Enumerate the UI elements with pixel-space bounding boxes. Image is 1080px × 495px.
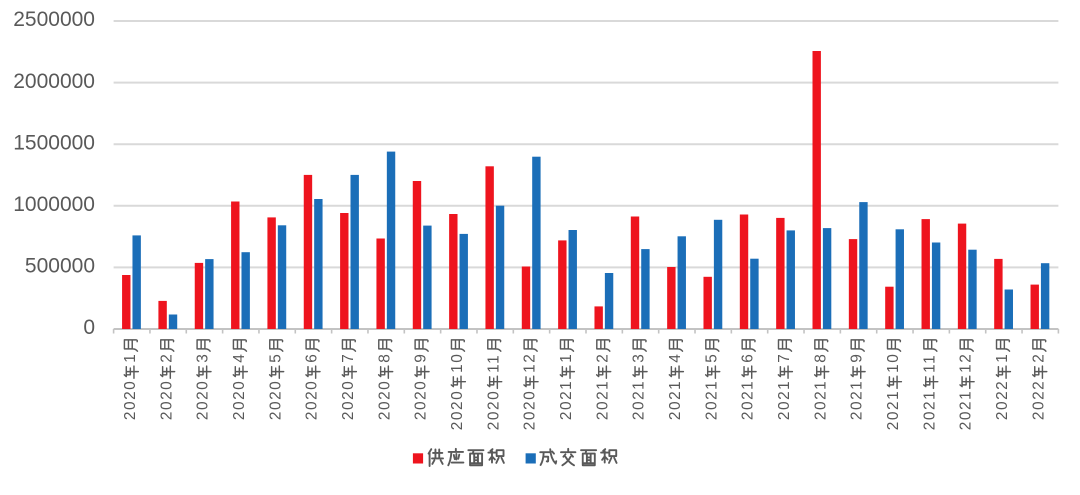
svg-text:2020: 2020: [122, 380, 139, 420]
svg-text:2: 2: [1030, 353, 1047, 363]
svg-text:2022: 2022: [994, 380, 1011, 420]
svg-text:4: 4: [667, 353, 684, 363]
svg-text:2021: 2021: [776, 380, 793, 420]
svg-text:2020: 2020: [485, 390, 502, 430]
svg-text:5: 5: [267, 353, 284, 363]
svg-text:2021: 2021: [594, 380, 611, 420]
svg-text:2020: 2020: [522, 390, 539, 430]
svg-text:2022: 2022: [1030, 380, 1047, 420]
svg-text:8: 8: [812, 353, 829, 363]
svg-text:2020: 2020: [413, 380, 430, 420]
svg-text:2000000: 2000000: [13, 70, 95, 93]
svg-text:1: 1: [122, 353, 139, 363]
svg-text:2021: 2021: [885, 390, 902, 430]
svg-text:2: 2: [158, 353, 175, 363]
svg-text:1000000: 1000000: [13, 193, 95, 216]
svg-text:2021: 2021: [631, 380, 648, 420]
svg-text:2021: 2021: [812, 380, 829, 420]
svg-text:6: 6: [740, 353, 757, 363]
svg-text:1500000: 1500000: [13, 131, 95, 154]
svg-text:2020: 2020: [304, 380, 321, 420]
svg-text:8: 8: [376, 353, 393, 363]
svg-text:2021: 2021: [958, 390, 975, 430]
svg-text:2021: 2021: [740, 380, 757, 420]
svg-text:2020: 2020: [449, 390, 466, 430]
svg-text:11: 11: [921, 354, 938, 373]
svg-text:12: 12: [522, 353, 539, 373]
svg-text:2021: 2021: [921, 390, 938, 430]
svg-text:7: 7: [776, 353, 793, 363]
svg-text:9: 9: [849, 353, 866, 363]
svg-text:9: 9: [413, 353, 430, 363]
svg-text:2020: 2020: [376, 380, 393, 420]
svg-text:2500000: 2500000: [13, 8, 95, 31]
svg-text:7: 7: [340, 353, 357, 363]
svg-text:2020: 2020: [231, 380, 248, 420]
svg-text:1: 1: [558, 353, 575, 363]
svg-text:2: 2: [594, 353, 611, 363]
svg-text:3: 3: [631, 353, 648, 363]
svg-text:500000: 500000: [25, 255, 95, 278]
svg-text:11: 11: [485, 354, 502, 373]
svg-text:2021: 2021: [558, 380, 575, 420]
svg-text:2021: 2021: [703, 380, 720, 420]
svg-text:2020: 2020: [158, 380, 175, 420]
svg-text:2020: 2020: [267, 380, 284, 420]
svg-text:12: 12: [958, 353, 975, 373]
svg-text:4: 4: [231, 353, 248, 363]
svg-text:10: 10: [885, 353, 902, 373]
svg-text:3: 3: [195, 353, 212, 363]
svg-text:2020: 2020: [195, 380, 212, 420]
svg-text:6: 6: [304, 353, 321, 363]
svg-text:10: 10: [449, 353, 466, 373]
svg-text:1: 1: [994, 353, 1011, 363]
svg-text:2021: 2021: [667, 380, 684, 420]
svg-text:2020: 2020: [340, 380, 357, 420]
svg-text:0: 0: [83, 316, 95, 339]
svg-text:5: 5: [703, 353, 720, 363]
svg-text:2021: 2021: [849, 380, 866, 420]
